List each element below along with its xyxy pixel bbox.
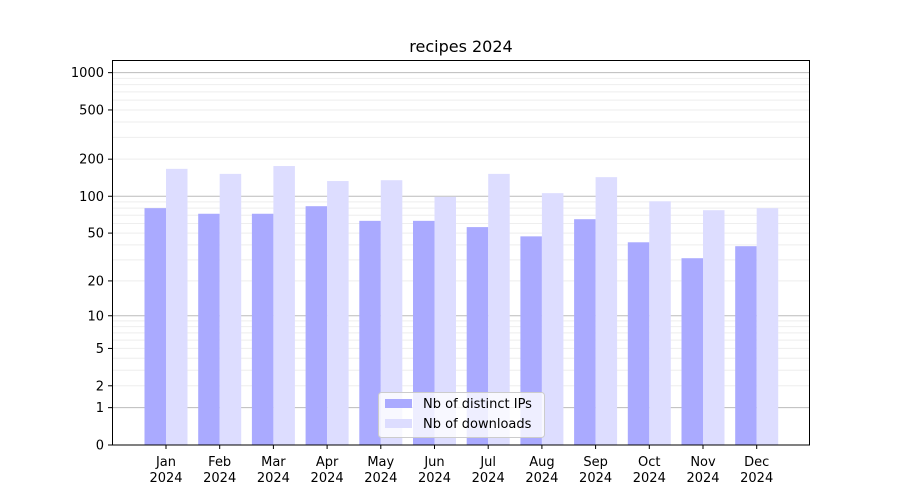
bar-downloads: [327, 181, 349, 445]
y-tick-label: 1000: [71, 66, 104, 81]
x-tick-label: Feb 2024: [203, 455, 236, 486]
bars: [144, 166, 779, 445]
legend-box: [378, 392, 545, 438]
bar-distinct-ips: [627, 242, 650, 445]
y-tick-label: 5: [96, 342, 104, 357]
y-tick-label: 20: [87, 274, 104, 289]
x-tick-label: Dec 2024: [740, 455, 773, 486]
bar-distinct-ips: [144, 208, 166, 445]
y-tick-label: 500: [79, 103, 104, 118]
bar-downloads: [541, 193, 564, 445]
bar-downloads: [756, 208, 779, 445]
legend: Nb of distinct IPs Nb of downloads: [378, 392, 545, 438]
x-tick-label: Sep 2024: [579, 455, 612, 486]
x-tick-label: Jun 2024: [418, 455, 451, 486]
bar-downloads: [649, 201, 671, 445]
plot-frame: [112, 60, 810, 446]
y-tick-label: 0: [96, 439, 104, 454]
legend-swatch: [385, 399, 412, 408]
bar-distinct-ips: [413, 220, 435, 445]
y-axis: 0 1 2 5 10 20 50 100 200 500 1000: [71, 66, 112, 454]
x-tick-label: Nov 2024: [686, 455, 719, 486]
bar-downloads: [219, 173, 242, 445]
bar-downloads: [703, 210, 725, 445]
bar-downloads: [166, 168, 188, 445]
bar-downloads: [380, 180, 403, 445]
bar-distinct-ips: [735, 246, 757, 445]
y-tick-label: 10: [87, 309, 104, 324]
bar-downloads: [273, 166, 295, 445]
y-tick-label: 2: [96, 379, 104, 394]
legend-swatch: [385, 419, 412, 428]
y-tick-label: 1: [96, 401, 104, 416]
legend-label: Nb of distinct IPs: [423, 397, 532, 412]
bar-distinct-ips: [466, 227, 489, 445]
x-tick-label: Mar 2024: [257, 455, 290, 486]
x-tick-label: Jan 2024: [149, 455, 182, 486]
bar-downloads: [434, 196, 456, 445]
y-tick-label: 200: [79, 153, 104, 168]
y-tick-label: 50: [87, 227, 104, 242]
legend-label: Nb of downloads: [423, 417, 532, 432]
bar-distinct-ips: [305, 206, 328, 445]
bar-downloads: [595, 177, 618, 445]
x-axis: Jan 2024 Feb 2024 Mar 2024 Apr 2024 May 2024 Jun 20…: [149, 445, 773, 486]
bar-distinct-ips: [198, 213, 220, 445]
x-tick-label: Jul 2024: [472, 455, 505, 486]
bar-distinct-ips: [681, 258, 703, 445]
y-tick-label: 100: [79, 190, 104, 205]
x-tick-label: May 2024: [364, 455, 397, 486]
bar-distinct-ips: [574, 219, 596, 445]
bar-downloads: [488, 173, 510, 445]
chart-title: recipes 2024: [409, 37, 512, 56]
bar-distinct-ips: [251, 213, 274, 445]
bar-distinct-ips: [359, 220, 381, 445]
x-tick-label: Aug 2024: [525, 455, 558, 486]
x-tick-label: Apr 2024: [311, 455, 344, 486]
x-tick-label: Oct 2024: [633, 455, 666, 486]
